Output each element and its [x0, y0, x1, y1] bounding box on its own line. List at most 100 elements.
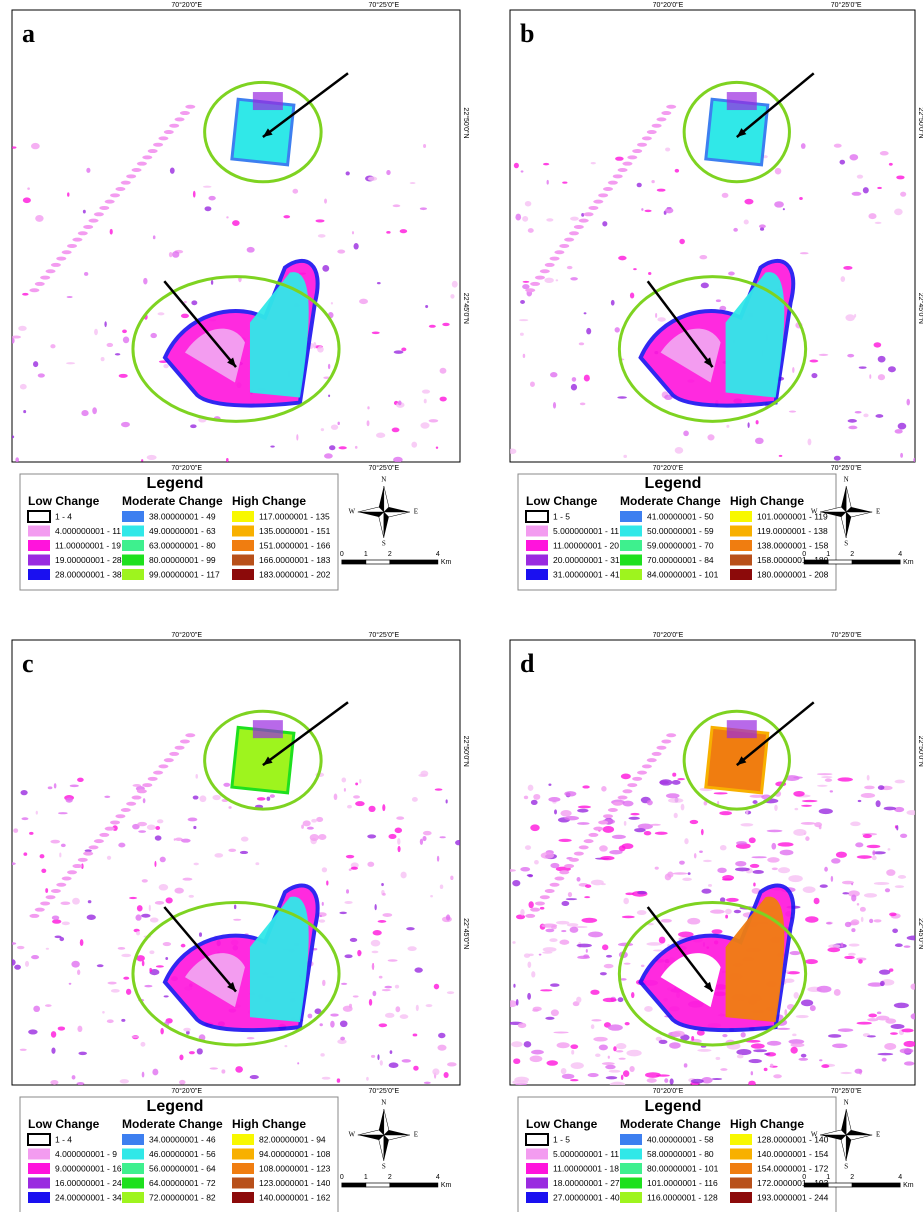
legend-swatch	[28, 555, 50, 566]
change-pixel	[793, 829, 806, 836]
streak	[158, 764, 168, 768]
change-pixel	[570, 1079, 579, 1081]
streak	[661, 739, 671, 743]
legend-label: 154.0000001 - 172	[757, 1163, 829, 1173]
longitude-label: 70°25'0"E	[368, 631, 399, 639]
change-pixel	[544, 278, 553, 283]
legend-label: 101.0000001 - 116	[647, 1178, 718, 1188]
latitude-label: 22°45'0"N	[917, 293, 923, 324]
change-pixel	[520, 909, 524, 916]
change-pixel	[773, 1074, 782, 1078]
change-pixel	[864, 893, 877, 898]
legend-swatch	[232, 540, 254, 551]
change-pixel	[586, 328, 591, 335]
streak	[652, 752, 662, 756]
change-pixel	[561, 901, 569, 906]
legend-label: 70.00000001 - 84	[647, 555, 714, 565]
change-pixel	[153, 235, 156, 239]
change-pixel	[851, 928, 855, 932]
longitude-label: 70°25'0"E	[368, 464, 399, 472]
streak	[598, 820, 608, 824]
change-pixel	[430, 895, 433, 897]
streak	[185, 733, 195, 737]
change-pixel	[77, 778, 84, 782]
change-pixel	[710, 910, 725, 914]
change-pixel	[735, 867, 750, 871]
change-pixel	[900, 192, 906, 197]
scale-label: 2	[850, 551, 854, 558]
change-pixel	[71, 961, 79, 968]
longitude-label: 70°25'0"E	[831, 631, 862, 639]
streak	[175, 117, 185, 121]
change-pixel	[28, 1029, 37, 1034]
change-pixel	[322, 265, 329, 272]
change-pixel	[772, 867, 778, 870]
change-pixel	[233, 919, 241, 921]
change-pixel	[29, 832, 33, 835]
change-pixel	[50, 1080, 58, 1085]
change-pixel	[247, 1037, 255, 1039]
change-pixel	[661, 919, 672, 923]
streak	[51, 889, 61, 893]
streak	[613, 802, 623, 806]
change-pixel	[316, 817, 323, 822]
change-pixel	[783, 208, 785, 210]
change-pixel	[331, 302, 333, 305]
streak	[647, 758, 657, 762]
change-pixel	[820, 884, 828, 888]
change-pixel	[703, 860, 712, 862]
change-pixel	[17, 946, 25, 949]
change-pixel	[602, 1062, 615, 1065]
change-pixel	[398, 401, 402, 406]
streak	[62, 877, 72, 881]
longitude-label: 70°25'0"E	[368, 1, 399, 9]
change-pixel	[564, 816, 579, 820]
change-pixel	[875, 222, 882, 224]
change-pixel	[591, 1024, 595, 1029]
change-pixel	[181, 314, 189, 319]
scale-label: 4	[436, 1174, 440, 1181]
change-pixel	[149, 968, 152, 972]
change-pixel	[534, 860, 539, 865]
scale-label: 2	[388, 1174, 392, 1181]
legend-label: 123.0000001 - 140	[259, 1178, 331, 1188]
scale-label: 0	[340, 551, 344, 558]
change-pixel	[894, 807, 904, 812]
change-pixel	[315, 219, 324, 222]
change-pixel	[351, 867, 358, 870]
legend-swatch	[526, 1192, 548, 1203]
plot-feature	[727, 92, 757, 110]
change-pixel	[612, 835, 626, 839]
change-pixel	[33, 1006, 40, 1012]
change-pixel	[447, 1062, 457, 1066]
compass-letter: S	[382, 540, 386, 548]
change-pixel	[900, 1048, 914, 1053]
legend-label: 18.00000001 - 27	[553, 1178, 620, 1188]
change-pixel	[863, 187, 869, 193]
change-pixel	[567, 266, 573, 269]
change-pixel	[550, 983, 560, 987]
change-pixel	[386, 231, 390, 234]
legend-label: 80.00000001 - 101	[647, 1163, 719, 1173]
scale-segment	[828, 560, 852, 564]
change-pixel	[208, 196, 215, 201]
change-pixel	[828, 1034, 841, 1038]
legend-title: Legend	[645, 475, 702, 492]
streak	[642, 136, 652, 140]
streak	[574, 852, 584, 856]
change-pixel	[530, 824, 539, 831]
streak	[554, 877, 564, 881]
change-pixel	[753, 800, 758, 804]
streak	[564, 864, 574, 868]
legend-swatch	[730, 540, 752, 551]
change-pixel	[301, 825, 304, 829]
change-pixel	[318, 234, 326, 238]
change-pixel	[809, 360, 818, 363]
change-pixel	[891, 1024, 905, 1029]
streak	[29, 914, 39, 918]
change-pixel	[40, 854, 45, 858]
change-pixel	[851, 883, 853, 886]
change-pixel	[601, 786, 606, 792]
change-pixel	[70, 785, 79, 788]
change-pixel	[324, 198, 327, 203]
